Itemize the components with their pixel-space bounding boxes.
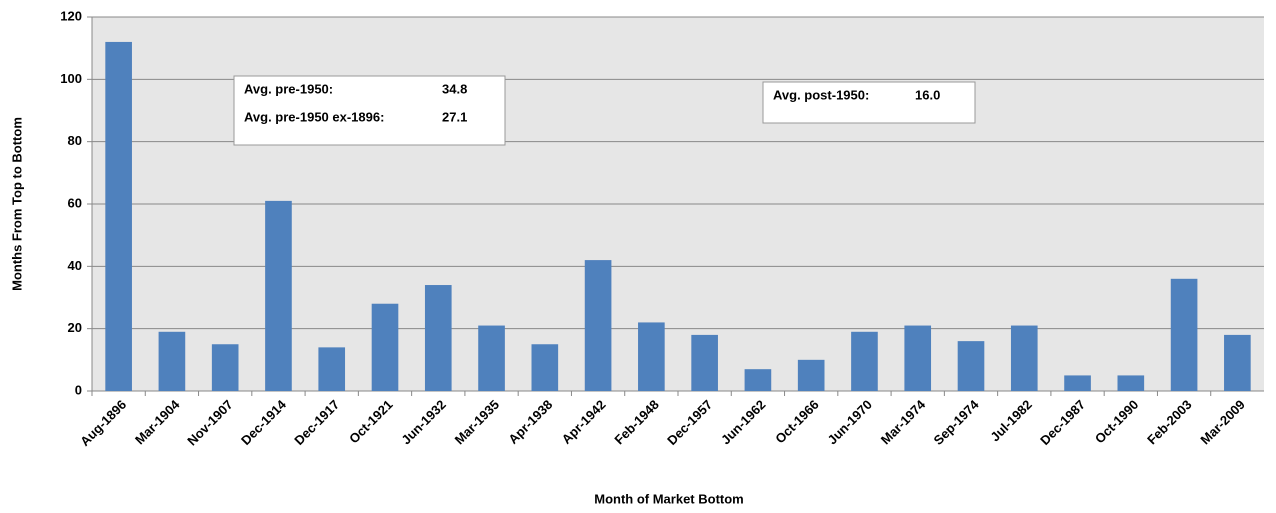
bar [851, 331, 878, 391]
x-tick-label: Jun-1970 [825, 397, 875, 447]
bar [424, 285, 452, 391]
annotation-value: 27.1 [442, 109, 467, 124]
bar [584, 260, 612, 391]
bar [1170, 278, 1198, 391]
y-tick-label: 40 [68, 258, 82, 273]
bar [105, 41, 132, 391]
x-tick-label: Oct-1966 [772, 397, 821, 446]
bar [744, 369, 772, 391]
bar [904, 325, 932, 391]
bar [1064, 375, 1091, 391]
x-tick-label: Mar-1935 [452, 397, 502, 447]
annotation-value: 16.0 [915, 87, 940, 102]
x-tick-label: Dec-1987 [1037, 397, 1088, 448]
x-tick-label: Jun-1962 [718, 397, 768, 447]
x-tick-label: Mar-1974 [878, 396, 929, 447]
y-tick-label: 20 [68, 320, 82, 335]
x-tick-label: Sep-1974 [931, 396, 983, 448]
bar [1010, 325, 1038, 391]
x-tick-label: Mar-2009 [1197, 397, 1247, 447]
annotation-label: Avg. pre-1950 ex-1896: [244, 109, 384, 124]
x-tick-label: Oct-1921 [346, 397, 395, 446]
annotation-label: Avg. pre-1950: [244, 81, 333, 96]
x-tick-label: Feb-2003 [1144, 397, 1194, 447]
x-tick-label: Dec-1917 [291, 397, 342, 448]
bar [1117, 375, 1145, 391]
x-tick-label: Apr-1942 [559, 397, 609, 447]
y-tick-label: 80 [68, 133, 82, 148]
bar [158, 331, 186, 391]
bar [211, 344, 239, 391]
x-tick-label: Dec-1914 [238, 396, 290, 448]
x-tick-label: Feb-1948 [611, 397, 661, 447]
x-tick-label: Aug-1896 [77, 397, 129, 449]
x-tick-label: Jun-1932 [398, 397, 448, 447]
y-tick-label: 0 [75, 382, 82, 397]
bar [478, 325, 505, 391]
bar [957, 341, 985, 391]
bar [1224, 334, 1251, 391]
annotation-box [233, 75, 506, 146]
bar [531, 344, 559, 391]
annotation-box [762, 81, 976, 124]
x-tick-label: Apr-1938 [505, 397, 555, 447]
bar [691, 334, 718, 391]
y-tick-label: 60 [68, 195, 82, 210]
x-tick-label: Mar-1904 [132, 396, 183, 447]
bar [318, 347, 346, 391]
annotation-value: 34.8 [442, 81, 467, 96]
y-axis-title: Months From Top to Bottom [9, 117, 24, 291]
x-tick-label: Jul-1982 [987, 397, 1034, 444]
x-tick-label: Dec-1957 [664, 397, 715, 448]
bar [797, 359, 825, 391]
bar [371, 303, 399, 391]
bar [265, 200, 292, 391]
y-tick-label: 120 [60, 8, 82, 23]
x-tick-label: Oct-1990 [1092, 397, 1141, 446]
y-tick-label: 100 [60, 71, 82, 86]
x-tick-label: Nov-1907 [184, 397, 235, 448]
bar [638, 322, 665, 391]
annotation-label: Avg. post-1950: [773, 87, 869, 102]
x-axis-title: Month of Market Bottom [594, 491, 743, 506]
